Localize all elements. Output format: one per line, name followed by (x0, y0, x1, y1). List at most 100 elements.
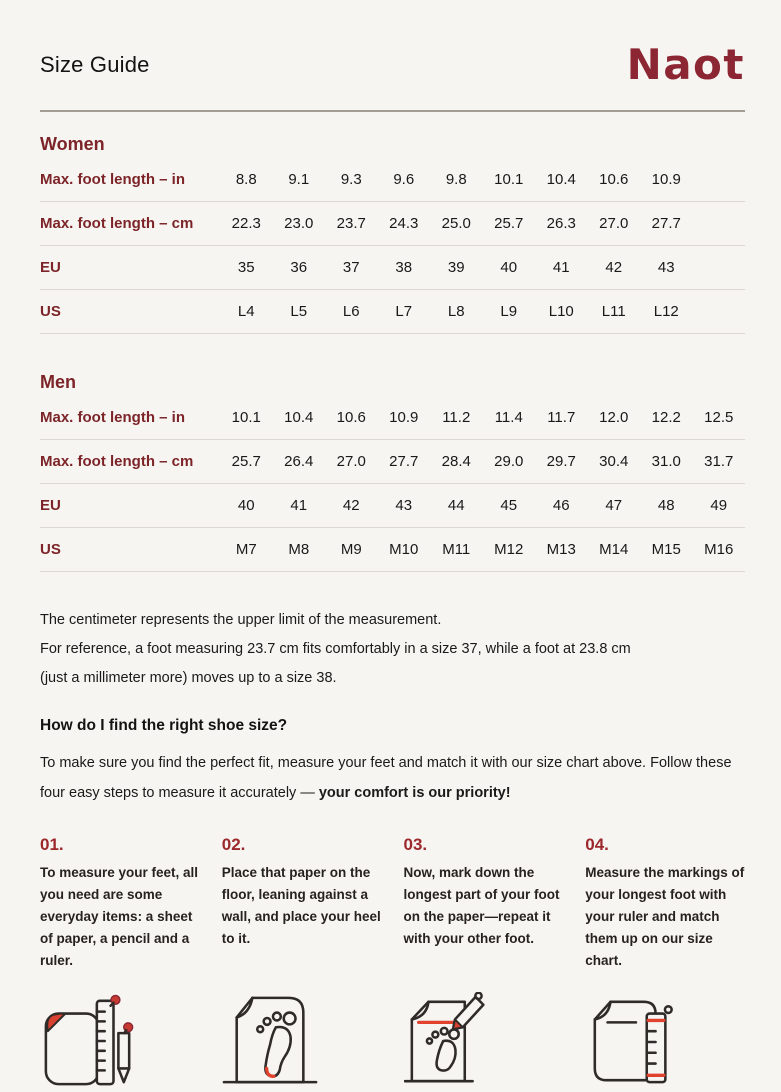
page-header: Size Guide Naot (40, 44, 745, 86)
table-row: EU 35 36 37 38 39 40 41 42 43 (40, 245, 745, 290)
size-cell: 10.6 (587, 158, 640, 202)
size-cell: L8 (430, 289, 483, 334)
section-heading-women: Women (40, 134, 105, 154)
size-cell: 10.6 (325, 396, 378, 440)
size-cell: 46 (535, 483, 588, 528)
size-cell: 9.8 (430, 158, 483, 202)
table-row: EU 40 41 42 43 44 45 46 47 48 49 (40, 483, 745, 528)
step-2: 02. Place that paper on the floor, leani… (222, 834, 382, 972)
size-cell: 23.0 (272, 201, 325, 246)
row-label: Max. foot length – in (40, 158, 220, 202)
paper-footprint-wall-icon (222, 992, 382, 1092)
paper-ruler-pencil-icon (40, 992, 200, 1092)
row-label: EU (40, 245, 220, 290)
step-1-text: To measure your feet, all you need are s… (40, 865, 199, 968)
size-cell: M8 (272, 527, 325, 572)
page-title: Size Guide (40, 52, 150, 77)
size-cell (692, 289, 745, 334)
size-cell: 27.7 (377, 439, 430, 484)
size-cell: L12 (640, 289, 693, 334)
size-cell: M11 (430, 527, 483, 572)
size-cell: 35 (220, 245, 273, 290)
size-cell: 10.4 (535, 158, 588, 202)
size-cell: 26.4 (272, 439, 325, 484)
size-cell: 48 (640, 483, 693, 528)
size-cell: 24.3 (377, 201, 430, 246)
size-cell (692, 245, 745, 290)
size-cell: 29.7 (535, 439, 588, 484)
size-cell: 49 (692, 483, 745, 528)
size-cell: 38 (377, 245, 430, 290)
howto-intro-regular: To make sure you find the perfect fit, m… (40, 755, 732, 801)
size-cell: 26.3 (535, 201, 588, 246)
size-cell: 39 (430, 245, 483, 290)
table-row: Max. foot length – cm 22.3 23.0 23.7 24.3 25.… (40, 201, 745, 246)
size-cell: L7 (377, 289, 430, 334)
table-row: Max. foot length – cm 25.7 26.4 27.0 27.7 28.… (40, 439, 745, 484)
size-cell: 22.3 (220, 201, 273, 246)
step-4-text: Measure the markings of your longest foo… (585, 865, 745, 968)
size-cell: L4 (220, 289, 273, 334)
row-label: US (40, 289, 220, 334)
size-cell: 43 (377, 483, 430, 528)
women-size-table: Max. foot length – in 8.8 9.1 9.3 9.6 9.8 10.1… (40, 158, 745, 334)
size-cell: 42 (587, 245, 640, 290)
howto-intro-bold: your comfort is our priority! (318, 785, 511, 801)
step-3: 03. Now, mark down the longest part of y… (404, 834, 564, 972)
step-3-text: Now, mark down the longest part of your … (403, 865, 560, 946)
step-3-number: 03. (403, 835, 428, 854)
size-cell: 29.0 (482, 439, 535, 484)
size-cell: 11.2 (430, 396, 483, 440)
size-cell: 10.9 (377, 396, 430, 440)
table-row: Max. foot length – in 8.8 9.1 9.3 9.6 9.8 10.1… (40, 158, 745, 202)
size-cell: 42 (325, 483, 378, 528)
size-cell: M16 (692, 527, 745, 572)
size-cell: 25.7 (220, 439, 273, 484)
size-cell: 23.7 (325, 201, 378, 246)
size-cell: 9.6 (377, 158, 430, 202)
howto-intro: To make sure you find the perfect fit, m… (40, 748, 745, 808)
table-row: US L4 L5 L6 L7 L8 L9 L10 L11 L12 (40, 289, 745, 334)
men-size-table: Max. foot length – in 10.1 10.4 10.6 10.9 11.… (40, 396, 745, 572)
step-2-text: Place that paper on the floor, leaning a… (221, 865, 381, 946)
size-cell: 12.0 (587, 396, 640, 440)
size-cell: M13 (535, 527, 588, 572)
size-cell: 30.4 (587, 439, 640, 484)
size-cell: 45 (482, 483, 535, 528)
size-cell: 27.0 (587, 201, 640, 246)
size-cell: 12.2 (640, 396, 693, 440)
size-cell: 10.1 (482, 158, 535, 202)
size-cell: M14 (587, 527, 640, 572)
size-cell: 12.5 (692, 396, 745, 440)
size-cell: 40 (482, 245, 535, 290)
size-cell: L6 (325, 289, 378, 334)
size-cell: 25.0 (430, 201, 483, 246)
notes-line-2: For reference, a foot measuring 23.7 cm … (40, 641, 631, 657)
size-cell: 40 (220, 483, 273, 528)
size-cell: M9 (325, 527, 378, 572)
paper-ruler-measure-icon (585, 992, 745, 1092)
size-cell: 11.7 (535, 396, 588, 440)
size-cell: 47 (587, 483, 640, 528)
size-cell: 31.7 (692, 439, 745, 484)
size-cell: M12 (482, 527, 535, 572)
size-cell: 10.9 (640, 158, 693, 202)
size-cell: 10.4 (272, 396, 325, 440)
steps-grid: 01. To measure your feet, all you need a… (40, 834, 745, 972)
size-cell: 37 (325, 245, 378, 290)
row-label: Max. foot length – cm (40, 201, 220, 246)
size-cell: L9 (482, 289, 535, 334)
size-cell: 31.0 (640, 439, 693, 484)
row-label: US (40, 527, 220, 572)
size-cell: 9.1 (272, 158, 325, 202)
table-row: US M7 M8 M9 M10 M11 M12 M13 M14 M15 M16 (40, 527, 745, 572)
howto-heading: How do I find the right shoe size? (40, 717, 288, 734)
table-row: Max. foot length – in 10.1 10.4 10.6 10.9 11.… (40, 396, 745, 440)
size-cell: L5 (272, 289, 325, 334)
size-cell: 43 (640, 245, 693, 290)
step-4-number: 04. (585, 835, 609, 854)
measurement-notes: The centimeter represents the upper limi… (40, 606, 745, 693)
notes-line-3: (just a millimeter more) moves up to a s… (40, 670, 337, 686)
size-cell: 41 (535, 245, 588, 290)
